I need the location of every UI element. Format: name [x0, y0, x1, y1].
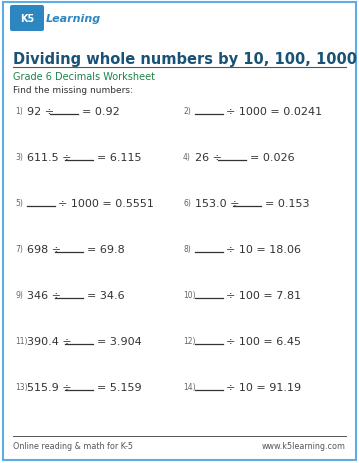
Text: 11): 11)	[15, 336, 28, 345]
Text: 390.4 ÷: 390.4 ÷	[27, 336, 75, 346]
Text: 13): 13)	[15, 382, 28, 391]
FancyBboxPatch shape	[3, 3, 356, 460]
Text: 153.0 ÷: 153.0 ÷	[195, 199, 243, 208]
Text: = 34.6: = 34.6	[87, 290, 125, 300]
Text: ÷ 1000 = 0.5551: ÷ 1000 = 0.5551	[58, 199, 154, 208]
Text: Find the missing numbers:: Find the missing numbers:	[13, 86, 133, 95]
Text: = 0.153: = 0.153	[265, 199, 310, 208]
Text: 7): 7)	[15, 244, 23, 253]
Text: 3): 3)	[15, 153, 23, 162]
Text: 14): 14)	[183, 382, 196, 391]
Text: 10): 10)	[183, 290, 196, 300]
Text: 92 ÷: 92 ÷	[27, 107, 58, 117]
Text: ÷ 10 = 91.19: ÷ 10 = 91.19	[226, 382, 301, 392]
Text: = 0.92: = 0.92	[82, 107, 120, 117]
Text: = 3.904: = 3.904	[97, 336, 142, 346]
Text: 12): 12)	[183, 336, 196, 345]
Text: = 6.115: = 6.115	[97, 153, 142, 163]
Text: 698 ÷: 698 ÷	[27, 244, 65, 255]
Text: Grade 6 Decimals Worksheet: Grade 6 Decimals Worksheet	[13, 72, 155, 82]
Text: Online reading & math for K-5: Online reading & math for K-5	[13, 441, 133, 450]
Text: 2): 2)	[183, 107, 191, 116]
Text: ÷ 100 = 6.45: ÷ 100 = 6.45	[226, 336, 301, 346]
Text: 515.9 ÷: 515.9 ÷	[27, 382, 75, 392]
Text: ÷ 100 = 7.81: ÷ 100 = 7.81	[226, 290, 301, 300]
Text: = 69.8: = 69.8	[87, 244, 125, 255]
Text: Learning: Learning	[46, 14, 101, 24]
Text: 9): 9)	[15, 290, 23, 300]
Text: Dividing whole numbers by 10, 100, 1000: Dividing whole numbers by 10, 100, 1000	[13, 52, 357, 67]
Text: 346 ÷: 346 ÷	[27, 290, 65, 300]
Text: 26 ÷: 26 ÷	[195, 153, 225, 163]
Text: 1): 1)	[15, 107, 23, 116]
Text: 611.5 ÷: 611.5 ÷	[27, 153, 75, 163]
Text: ÷ 1000 = 0.0241: ÷ 1000 = 0.0241	[226, 107, 322, 117]
Text: = 0.026: = 0.026	[250, 153, 294, 163]
FancyBboxPatch shape	[10, 6, 44, 32]
Text: K5: K5	[20, 14, 34, 24]
Text: 6): 6)	[183, 199, 191, 207]
Text: 4): 4)	[183, 153, 191, 162]
Text: 8): 8)	[183, 244, 191, 253]
Text: = 5.159: = 5.159	[97, 382, 142, 392]
Text: www.k5learning.com: www.k5learning.com	[262, 441, 346, 450]
Text: ÷ 10 = 18.06: ÷ 10 = 18.06	[226, 244, 301, 255]
Text: 5): 5)	[15, 199, 23, 207]
